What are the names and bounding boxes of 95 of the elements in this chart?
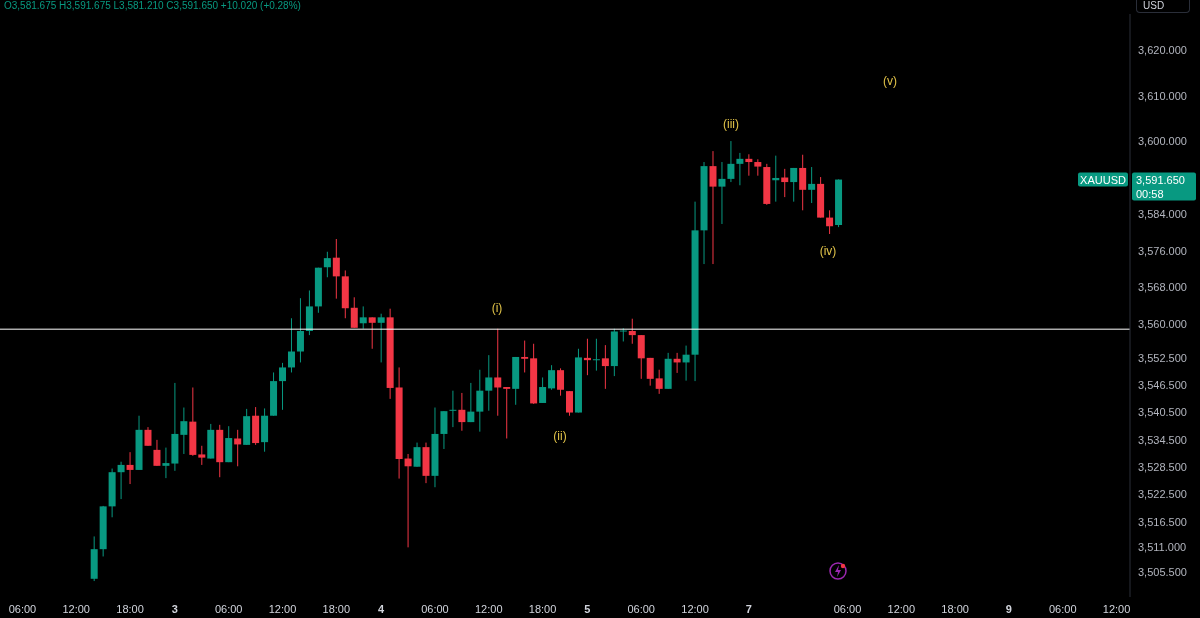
candlestick: [440, 410, 448, 450]
annotation: (iii): [722, 116, 740, 132]
x-tick-label: 12:00: [268, 603, 297, 615]
y-tick-label: 3,511.000: [1138, 540, 1187, 553]
candlestick: [467, 382, 475, 423]
y-tick-label: 3,505.500: [1138, 565, 1187, 578]
x-tick-label: 12:00: [475, 603, 503, 615]
candlestick: [413, 442, 421, 468]
y-tick-label: 3,540.500: [1138, 406, 1187, 419]
x-tick-label: 18:00: [528, 603, 557, 615]
candlestick: [503, 386, 511, 439]
candlestick: [799, 154, 807, 211]
x-tick-label: 06:00: [833, 603, 862, 615]
candlestick: [234, 429, 242, 467]
candlestick: [637, 334, 645, 380]
y-tick-label: 3,546.500: [1138, 379, 1187, 392]
candlestick: [323, 251, 331, 278]
candlestick: [296, 297, 304, 363]
candlestick: [539, 376, 547, 404]
y-tick-label: 3,600.000: [1138, 135, 1187, 148]
y-tick-label: 3,584.000: [1138, 208, 1187, 221]
candlestick: [808, 166, 816, 204]
candlestick: [476, 369, 484, 433]
candlestick: [180, 407, 188, 455]
y-tick-label: 3,560.000: [1138, 317, 1187, 330]
candlestick: [198, 445, 206, 466]
candlestick: [368, 316, 376, 350]
candlestick: [736, 152, 744, 186]
candlestick: [458, 392, 466, 432]
y-tick-label: 3,552.500: [1138, 351, 1187, 364]
candlestick: [144, 426, 152, 447]
x-tick-label: 7: [745, 603, 752, 615]
x-tick-label: 18:00: [322, 603, 351, 615]
candlestick: [566, 390, 573, 417]
x-tick-label: 06:00: [421, 603, 449, 615]
text: O3,581.675 H3,591.675 L3,581.210 C3,591.650 +10.020 (+0.28%): [4, 0, 301, 12]
x-tick-label: 18:00: [116, 603, 144, 615]
text: 3,591.650: [1136, 173, 1185, 186]
candlestick: [117, 461, 125, 500]
annotation: (iv): [818, 243, 838, 259]
y-tick-label: 3,620.000: [1138, 44, 1187, 57]
candlestick: [359, 305, 367, 330]
candlestick: [548, 364, 556, 391]
x-tick-label: 9: [1005, 603, 1012, 615]
candlestick: [404, 453, 412, 548]
candlestick: [557, 367, 565, 397]
candlestick: [601, 344, 609, 390]
candlestick: [162, 447, 170, 479]
candlestick: [350, 296, 358, 329]
x-tick-label: 06:00: [8, 603, 37, 615]
annotation: (v): [882, 73, 898, 89]
candlestick: [332, 238, 340, 300]
y-tick-label: 3,610.000: [1138, 89, 1187, 102]
candlestick: [655, 369, 663, 395]
candlestick: [709, 150, 717, 265]
y-tick-label: 3,522.500: [1138, 488, 1187, 501]
x-tick-label: 12:00: [62, 603, 90, 615]
x-tick-label: 12:00: [681, 603, 709, 615]
x-tick-label: 4: [378, 603, 386, 615]
candlestick: [377, 313, 385, 363]
annotation: (ii): [552, 428, 568, 444]
candlestick: [718, 161, 726, 225]
y-tick-label: 3,576.000: [1138, 244, 1187, 257]
x-tick-label: 06:00: [627, 603, 655, 615]
y-tick-label: 3,568.000: [1138, 281, 1187, 294]
candlestick: [279, 362, 287, 411]
x-tick-label: 12:00: [887, 603, 916, 615]
x-tick-label: 06:00: [1048, 603, 1077, 615]
candlestick: [745, 153, 753, 177]
y-tick-label: 3,516.500: [1138, 515, 1187, 528]
candlestick: [521, 340, 529, 373]
candlestick: [628, 318, 636, 345]
x-tick-label: 06:00: [214, 603, 243, 615]
x-tick-label: 12:00: [1102, 603, 1131, 615]
x-tick-label: 5: [584, 603, 591, 615]
candlestick: [646, 357, 654, 387]
annotation: XAUUSD: [1080, 173, 1126, 186]
text: USD: [1136, 0, 1190, 13]
x-tick-label: 18:00: [941, 603, 969, 615]
candlestick: [494, 328, 502, 417]
candlestick: [126, 451, 134, 485]
candlestick: [153, 439, 161, 467]
candlestick: [826, 209, 834, 235]
y-tick-label: 3,534.500: [1138, 433, 1187, 446]
annotation: (i): [490, 300, 504, 316]
candlestick: [485, 354, 493, 412]
candlestick: [682, 345, 690, 382]
candlestick: [790, 167, 798, 203]
candlestick: [592, 338, 600, 372]
candlestick: [287, 317, 295, 373]
x-tick-label: 3: [171, 603, 178, 615]
text: 00:58: [1136, 187, 1164, 200]
y-tick-label: 3,528.500: [1138, 461, 1187, 474]
candlestick: [727, 140, 735, 183]
candlestick: [449, 390, 457, 428]
